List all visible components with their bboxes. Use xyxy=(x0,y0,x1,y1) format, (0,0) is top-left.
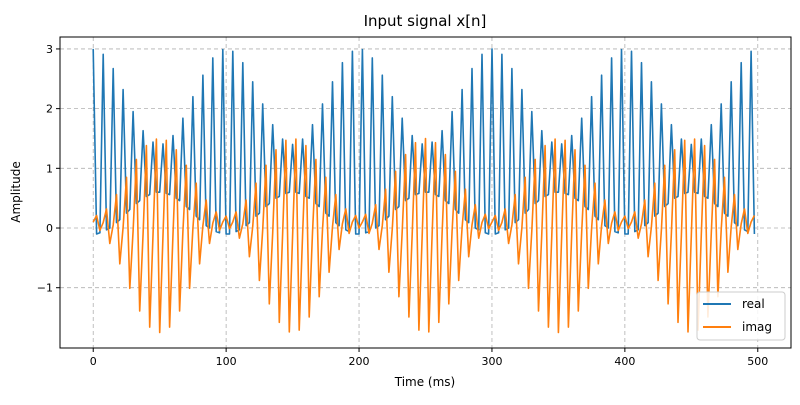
x-axis-label: Time (ms) xyxy=(394,375,456,389)
y-tick-label: 0 xyxy=(46,222,53,235)
y-tick-label: 2 xyxy=(46,103,53,116)
x-tick-label: 300 xyxy=(481,355,502,368)
x-tick-label: 100 xyxy=(216,355,237,368)
series-lines xyxy=(92,48,756,334)
y-tick-label: 1 xyxy=(46,162,53,175)
x-tick-label: 500 xyxy=(747,355,768,368)
x-tick-label: 0 xyxy=(90,355,97,368)
legend: real imag xyxy=(696,291,786,341)
legend-label-imag: imag xyxy=(742,320,772,334)
y-tick-label: −1 xyxy=(37,282,53,295)
x-tick-label: 400 xyxy=(614,355,635,368)
y-axis-label: Amplitude xyxy=(9,161,23,223)
x-tick-label: 200 xyxy=(349,355,370,368)
ticks: 0 100 200 300 400 500 −1 0 1 2 3 xyxy=(37,43,768,368)
series-line-imag xyxy=(92,137,756,334)
axes-frame xyxy=(59,36,792,349)
y-tick-label: 3 xyxy=(46,43,53,56)
chart-title: Input signal x[n] xyxy=(364,12,487,30)
legend-label-real: real xyxy=(742,297,765,311)
